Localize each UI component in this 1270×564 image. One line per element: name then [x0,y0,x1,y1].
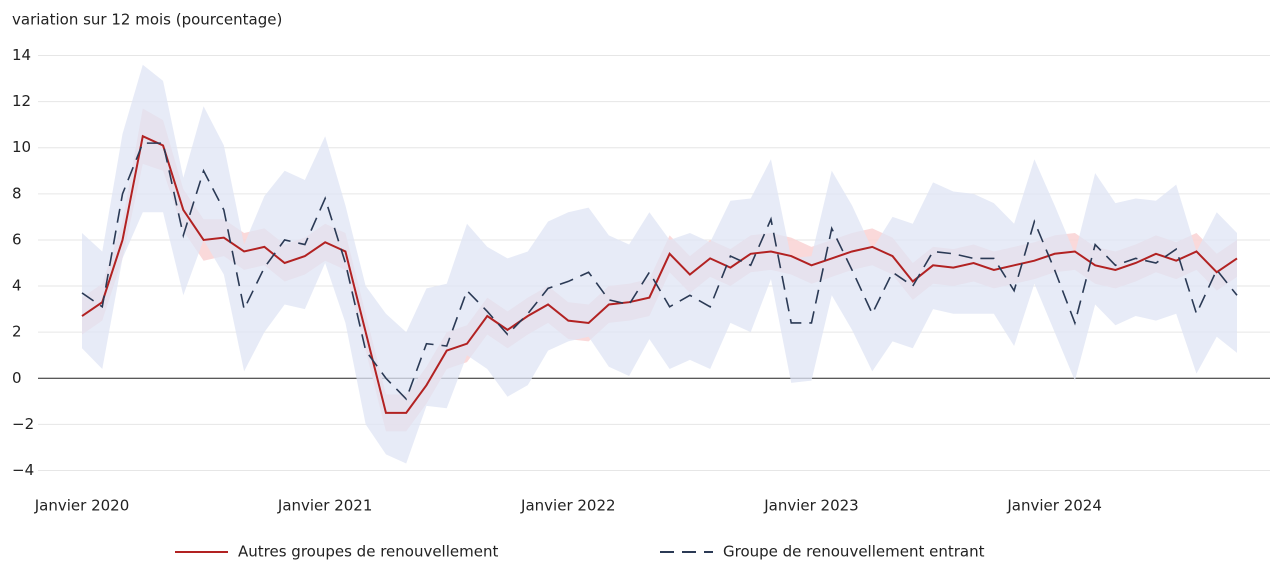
y-tick-label: 10 [12,138,31,156]
y-tick-label: 12 [12,92,31,110]
y-tick-label: −2 [12,415,34,433]
x-tick-label: Janvier 2021 [277,497,373,515]
y-tick-label: 14 [12,46,31,64]
y-tick-label: 8 [12,184,22,202]
legend-label: Groupe de renouvellement entrant [723,543,985,561]
x-tick-label: Janvier 2022 [520,497,616,515]
y-tick-label: 6 [12,230,22,248]
confidence-band [82,64,1237,464]
x-tick-label: Janvier 2024 [1006,497,1102,515]
y-axis-title: variation sur 12 mois (pourcentage) [12,11,282,29]
legend-label: Autres groupes de renouvellement [238,543,498,561]
x-tick-label: Janvier 2020 [34,497,130,515]
x-tick-label: Janvier 2023 [763,497,859,515]
y-tick-label: 0 [12,369,22,387]
y-tick-label: −4 [12,461,34,479]
y-tick-label: 4 [12,277,22,295]
y-tick-label: 2 [12,323,22,341]
series-line [81,142,1238,401]
